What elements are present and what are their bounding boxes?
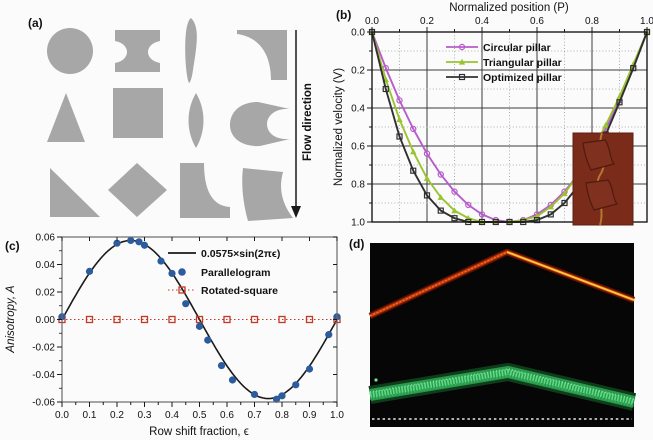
shape-notched-bullet (230, 102, 290, 147)
chart-c-y-tick: -0.06 (32, 398, 55, 409)
chart-c-x-tick: 0.3 (138, 410, 152, 421)
chart-b-y-tick: 0.0 (351, 28, 365, 39)
chart-c-y-tick: 0.02 (36, 288, 56, 299)
chart-c-legend-label: Parallelogram (201, 267, 270, 279)
shape-diamond (108, 163, 167, 217)
arrow-head-icon (291, 206, 301, 218)
shape-circle (47, 28, 93, 74)
chart-b-x-tick: 1.0 (640, 16, 653, 27)
chart-b-y-tick: 0.8 (351, 180, 365, 191)
inset-optimized-pillar-bottom (585, 179, 619, 211)
chart-c-x-tick: 0.8 (275, 410, 289, 421)
green-particle-lattice-band (368, 363, 637, 411)
chart-c-y-tick: 0.06 (36, 233, 56, 244)
chart-c-ticks: 0.0 0.1 0.2 0.3 0.4 0.5 0.6 0.7 0.8 0.9 1.0 0.06 0.0… (32, 233, 344, 422)
chart-b-y-tick: 0.6 (351, 142, 365, 153)
chart-c-x-tick: 0.1 (83, 410, 97, 421)
flow-direction-arrow (291, 30, 301, 218)
chart-b-x-tick: 0.4 (475, 16, 489, 27)
chart-c-y-tick: -0.04 (32, 370, 55, 381)
chart-c-x-tick: 0.4 (165, 410, 179, 421)
panel-b: (b) Normalized position (P) Normalized v… (330, 0, 653, 232)
chart-c-x-tick: 0.9 (303, 410, 317, 421)
chart-b-legend: Circular pillar Triangular pillar Optimize… (446, 42, 562, 84)
chart-b-ticks: 0.00.0 0.2 0.2 0.4 0.4 0.6 0.6 0.8 0.8 1.0 1.0 (351, 16, 653, 229)
chart-c-y-axis-title: Anisotropy, A (5, 285, 17, 353)
chart-b-x-tick: 0.0 (365, 16, 379, 27)
chart-c-y-tick: -0.02 (32, 343, 55, 354)
chart-b-y-tick: 0.2 (351, 66, 365, 77)
stray-particle (374, 378, 378, 382)
pillar-inset-micrograph (572, 132, 634, 226)
shape-concave-corner-square (237, 30, 287, 80)
shape-curved-fin (242, 168, 293, 221)
chart-c-series (58, 236, 341, 403)
inset-optimized-pillar-top (582, 139, 616, 171)
chart-c-x-tick: 1.0 (330, 410, 344, 421)
chart-c-legend-label: Rotated-square (201, 285, 278, 297)
micrograph-d: (d) (349, 237, 637, 427)
chart-c-x-tick: 0.7 (248, 410, 262, 421)
chart-c-legend: 0.0575×sin(2πϵ) Parallelogram Rotated-squa… (168, 248, 280, 297)
chart-c-x-tick: 0.6 (220, 410, 234, 421)
panel-b-label: (b) (336, 8, 351, 22)
red-fluorescent-trace (368, 248, 636, 319)
chart-c-x-tick: 0.2 (110, 410, 124, 421)
chart-b-legend-label: Optimized pillar (483, 72, 562, 84)
chart-b-x-tick: 0.8 (585, 16, 599, 27)
shape-i-beam (115, 30, 160, 72)
panel-c: (c) Row shift fraction, ϵ Anisotropy, A … (0, 228, 345, 440)
chart-c-canvas: (c) Row shift fraction, ϵ Anisotropy, A … (5, 233, 344, 439)
chart-b-x-tick: 0.2 (420, 16, 434, 27)
panel-a-label: (a) (28, 16, 43, 30)
chart-c-x-tick: 0.5 (193, 410, 207, 421)
chart-b-y-tick: 1.0 (351, 218, 365, 229)
panel-d-label: (d) (349, 237, 364, 251)
shape-lens (188, 93, 204, 148)
chart-b-x-axis-title: Normalized position (P) (449, 2, 569, 14)
shape-curved-sliver (185, 18, 197, 83)
chart-c-y-tick: 0.00 (36, 315, 56, 326)
panel-c-label: (c) (5, 239, 20, 253)
chart-b-y-tick: 0.4 (351, 104, 365, 115)
panel-d: (d) (345, 230, 653, 440)
shape-concave-l-bracket (180, 163, 230, 218)
shape-square (113, 88, 163, 138)
shape-triangle (47, 93, 85, 142)
chart-c-x-axis-title: Row shift fraction, ϵ (149, 426, 249, 438)
chart-b-legend-label: Triangular pillar (483, 57, 562, 69)
chart-c-y-tick: 0.04 (36, 260, 56, 271)
panel-a: (a) Flow direction (0, 0, 330, 230)
chart-b-y-axis-title: Normalized velocity (V) (333, 68, 345, 186)
pillar-shape-gallery: (a) Flow direction (28, 16, 314, 221)
chart-c-legend-label: 0.0575×sin(2πϵ) (201, 248, 280, 260)
pillar-shapes (47, 18, 293, 221)
chart-b-x-tick: 0.6 (530, 16, 544, 27)
chart-b-legend-label: Circular pillar (483, 42, 551, 54)
chart-b-canvas: (b) Normalized position (P) Normalized v… (333, 2, 653, 229)
flow-direction-label: Flow direction (302, 83, 314, 161)
chart-c-x-tick: 0.0 (55, 410, 69, 421)
shape-right-triangle (50, 168, 100, 217)
